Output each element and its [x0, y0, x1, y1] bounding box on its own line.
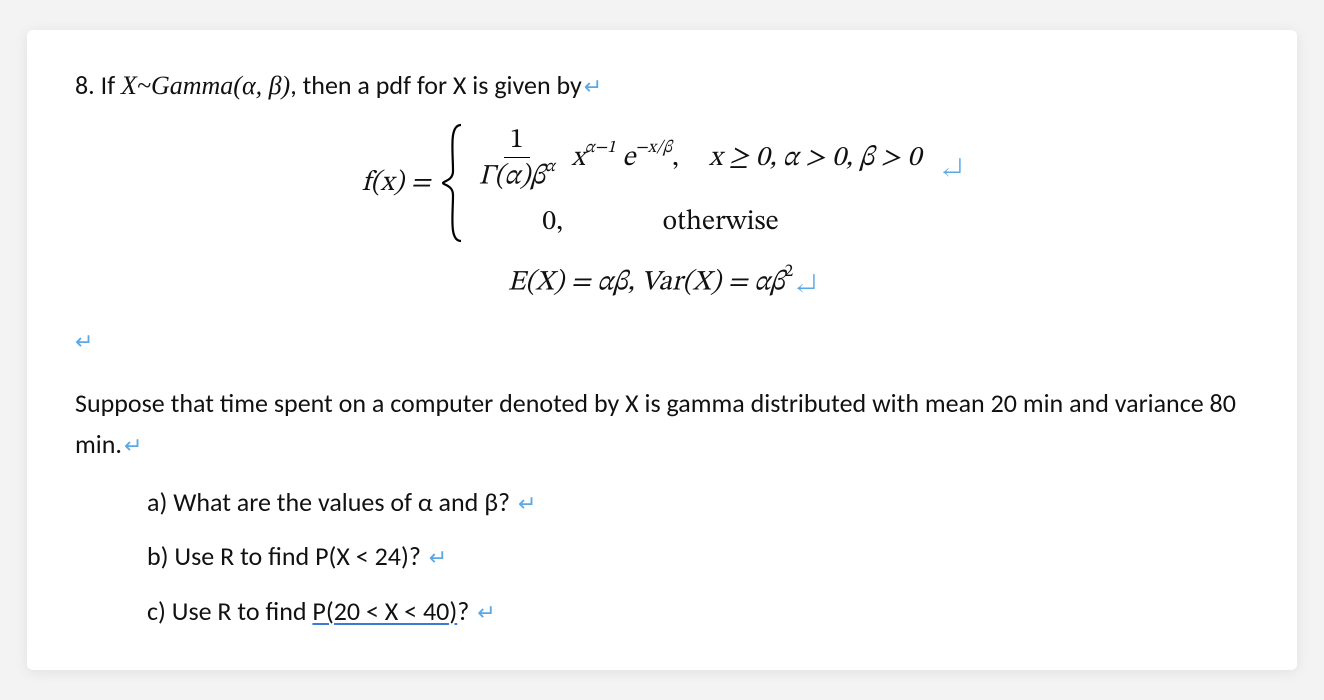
fraction: 1 Γ(α)βα: [473, 126, 561, 190]
pilcrow-icon: ↵: [429, 544, 447, 571]
pdf-definition: f(x) = 1 Γ(α)βα: [75, 123, 1249, 243]
term-comma: ,: [672, 144, 679, 172]
part-c-after: ?: [457, 595, 475, 627]
moments-text: E(X) = αβ, Var(X) = αβ: [508, 268, 785, 296]
intro-after: , then a pdf for X is given by: [290, 69, 582, 101]
problem-body-text: Suppose that time spent on a computer de…: [75, 387, 1236, 459]
part-b: b) Use R to find P(X < 24)? ↵: [147, 536, 1249, 576]
pdf-expression: 1 Γ(α)βα xα−1 e−x/β,: [473, 126, 679, 190]
pilcrow-icon: ↵: [124, 432, 142, 459]
pilcrow-icon: ↵: [584, 73, 602, 100]
term-x-group: xα−1: [571, 144, 622, 172]
moments-sq: 2: [785, 264, 794, 281]
left-brace-icon: [441, 123, 467, 243]
pilcrow-icon: ↵: [75, 328, 93, 355]
moments-line: E(X) = αβ, Var(X) = αβ2↵: [75, 265, 1249, 300]
intro-before: If: [101, 69, 121, 101]
zero-value: 0,: [473, 205, 633, 240]
case-row-main: 1 Γ(α)βα xα−1 e−x/β, x ≥ 0, α > 0, β > 0: [473, 126, 963, 190]
case-row-otherwise: 0, otherwise: [473, 205, 963, 240]
fraction-num: 1: [504, 126, 530, 158]
term-e: e: [622, 144, 635, 172]
part-c-underlined: P(20 < X < 40): [312, 595, 457, 627]
fx-label: f(x) =: [362, 166, 431, 201]
pilcrow-icon: ↵: [518, 490, 536, 517]
question-intro: 8. If X~Gamma(α, β), then a pdf for X is…: [75, 66, 1249, 105]
term-x-exp: α−1: [585, 140, 616, 157]
piecewise-brace: 1 Γ(α)βα xα−1 e−x/β, x ≥ 0, α > 0, β > 0: [441, 123, 963, 243]
pilcrow-icon: ↵: [477, 599, 495, 626]
intro-distribution: X~Gamma(α, β): [121, 71, 290, 100]
pilcrow-icon: ↵: [795, 273, 816, 295]
page-container: 8. If X~Gamma(α, β), then a pdf for X is…: [0, 0, 1324, 700]
sub-parts: a) What are the values of α and β? ↵ b) …: [147, 482, 1249, 631]
question-card: 8. If X~Gamma(α, β), then a pdf for X is…: [27, 30, 1297, 670]
term-e-exp: −x/β: [635, 140, 672, 157]
part-a-text: a) What are the values of α and β?: [147, 486, 516, 518]
term-x: x: [571, 144, 584, 172]
question-number: 8.: [75, 69, 95, 101]
fraction-den-base: Γ(α)β: [479, 163, 545, 191]
part-c-before: c) Use R to find: [147, 595, 312, 627]
fraction-den-exp: α: [545, 159, 555, 176]
cases-body: 1 Γ(α)βα xα−1 e−x/β, x ≥ 0, α > 0, β > 0: [473, 126, 963, 239]
pilcrow-icon: ↵: [941, 154, 962, 182]
part-b-text: b) Use R to find P(X < 24)?: [147, 540, 427, 572]
part-c: c) Use R to find P(20 < X < 40)? ↵: [147, 591, 1249, 631]
empty-paragraph-mark: ↵: [75, 328, 1249, 355]
fraction-den: Γ(α)βα: [473, 158, 561, 190]
part-a: a) What are the values of α and β? ↵: [147, 482, 1249, 522]
otherwise-label: otherwise: [663, 205, 779, 240]
problem-body: Suppose that time spent on a computer de…: [75, 383, 1249, 464]
condition-main: x ≥ 0, α > 0, β > 0: [709, 141, 921, 176]
term-e-group: e−x/β: [622, 144, 672, 172]
